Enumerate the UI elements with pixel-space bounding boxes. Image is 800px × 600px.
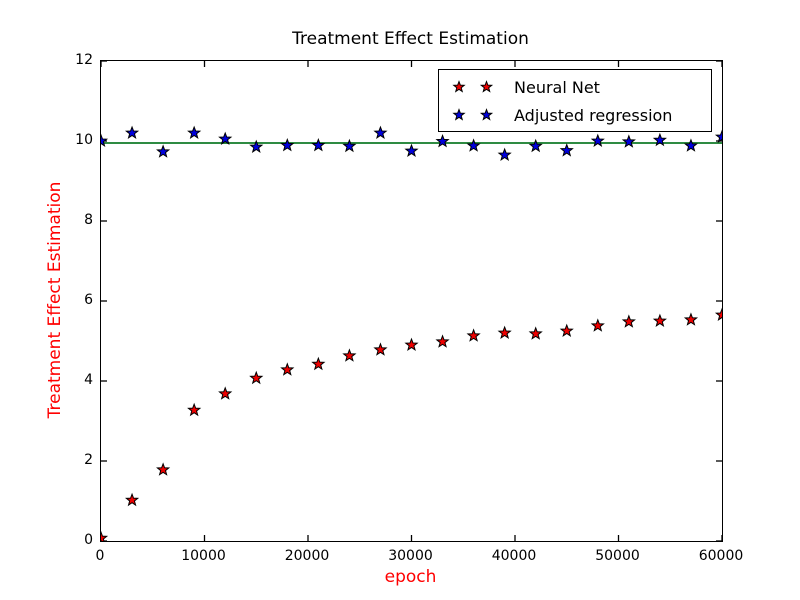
data-point-neural-net — [590, 318, 605, 332]
y-tick-label: 2 — [84, 452, 93, 468]
data-point-neural-net — [683, 312, 699, 326]
legend-star-markers — [452, 108, 494, 121]
data-point-neural-net — [466, 328, 481, 342]
legend-star-icon — [479, 80, 494, 93]
plot-area — [100, 60, 723, 542]
data-point-adjusted-regression — [683, 138, 699, 152]
data-point-adjusted-regression — [311, 137, 326, 152]
data-point-neural-net — [652, 313, 667, 328]
data-point-adjusted-regression — [466, 138, 481, 152]
data-point-adjusted-regression — [342, 138, 357, 153]
data-point-neural-net — [559, 323, 574, 338]
data-point-adjusted-regression — [249, 139, 264, 154]
legend-entry: Neural Net — [439, 73, 711, 101]
data-point-adjusted-regression — [590, 133, 605, 148]
data-point-adjusted-regression — [156, 144, 171, 158]
data-point-adjusted-regression — [101, 133, 109, 148]
legend-label: Neural Net — [514, 77, 600, 97]
y-tick-label: 4 — [84, 372, 93, 388]
y-tick-label: 8 — [84, 212, 93, 228]
x-tick-label: 0 — [95, 548, 105, 564]
y-tick-label: 6 — [84, 292, 93, 308]
data-point-neural-net — [249, 370, 264, 385]
data-point-adjusted-regression — [218, 131, 233, 146]
data-point-neural-net — [373, 342, 388, 356]
x-tick-label: 10000 — [181, 548, 226, 564]
data-point-neural-net — [497, 325, 512, 340]
data-point-neural-net — [311, 356, 326, 371]
x-tick-label: 60000 — [698, 548, 744, 564]
x-axis-label: epoch — [384, 567, 437, 587]
data-point-neural-net — [621, 314, 636, 328]
data-point-adjusted-regression — [497, 147, 512, 162]
data-point-adjusted-regression — [280, 137, 295, 152]
y-tick-label: 0 — [84, 532, 93, 548]
y-tick-label: 12 — [75, 52, 93, 68]
data-point-neural-net — [218, 386, 233, 400]
plot-canvas — [101, 61, 722, 541]
data-point-adjusted-regression — [373, 125, 388, 140]
data-point-neural-net — [435, 334, 450, 348]
data-point-neural-net — [156, 462, 171, 476]
y-axis-label: Treatment Effect Estimation — [45, 181, 65, 419]
data-point-adjusted-regression — [528, 138, 543, 153]
legend-entry: Adjusted regression — [439, 101, 711, 129]
data-point-neural-net — [714, 307, 722, 322]
legend-star-icon — [452, 108, 466, 121]
x-tick-label: 50000 — [595, 548, 640, 564]
x-tick-label: 20000 — [284, 548, 330, 564]
legend-box: Neural Net Adjusted regression — [438, 69, 712, 132]
data-point-neural-net — [528, 326, 543, 340]
legend-star-markers — [452, 80, 494, 93]
data-point-neural-net — [101, 530, 109, 541]
chart-title: Treatment Effect Estimation — [292, 29, 529, 49]
legend-star-icon — [479, 108, 494, 121]
data-point-neural-net — [124, 492, 140, 507]
data-point-adjusted-regression — [404, 143, 419, 158]
data-point-adjusted-regression — [187, 125, 202, 140]
data-point-adjusted-regression — [652, 132, 667, 147]
legend-star-icon — [452, 80, 466, 93]
data-point-neural-net — [280, 362, 295, 376]
legend-label: Adjusted regression — [514, 105, 673, 125]
data-point-adjusted-regression — [124, 125, 140, 140]
x-tick-label: 40000 — [491, 548, 537, 564]
data-point-neural-net — [342, 348, 357, 362]
data-point-adjusted-regression — [435, 133, 450, 148]
data-point-adjusted-regression — [714, 129, 722, 144]
data-point-adjusted-regression — [559, 143, 574, 157]
y-tick-label: 10 — [75, 132, 93, 148]
data-point-neural-net — [404, 337, 419, 352]
x-tick-label: 30000 — [388, 548, 433, 564]
data-point-neural-net — [187, 402, 202, 417]
data-point-adjusted-regression — [621, 134, 636, 148]
